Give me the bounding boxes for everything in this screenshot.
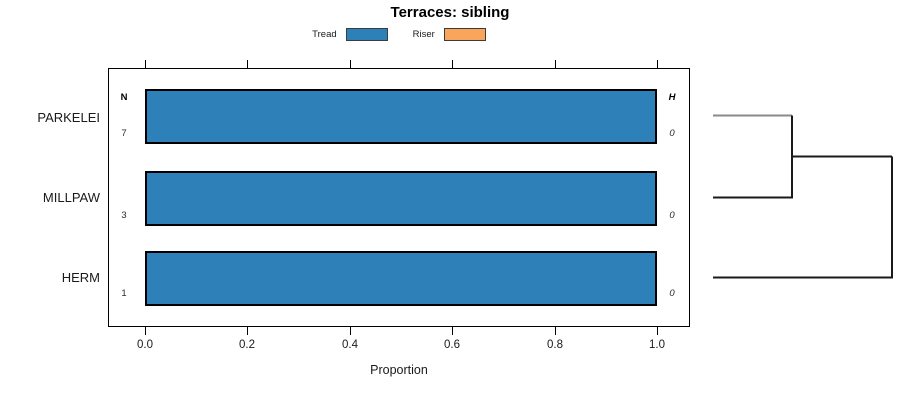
x-axis-tick-top (657, 60, 658, 68)
bar-tread-millpaw (145, 171, 657, 226)
legend-item-riser: Riser (412, 27, 486, 41)
n-value-millpaw: 3 (121, 210, 127, 221)
legend: Tread Riser (108, 26, 690, 42)
legend-label-riser: Riser (412, 28, 435, 40)
legend-swatch-riser (443, 27, 486, 41)
h-value-millpaw: 0 (669, 210, 675, 221)
x-axis-tick-bottom (350, 327, 351, 335)
x-axis-tick-bottom (247, 327, 248, 335)
x-tick-label: 0.8 (547, 339, 563, 351)
legend-item-tread: Tread (312, 27, 388, 41)
x-tick-label: 0.0 (137, 339, 153, 351)
n-column-header: N (120, 92, 128, 103)
legend-swatch-tread (345, 27, 388, 41)
x-axis-tick-top (350, 60, 351, 68)
h-column-header: H (668, 92, 676, 103)
x-axis-title: Proportion (370, 363, 428, 377)
x-axis-tick-top (555, 60, 556, 68)
legend-label-tread: Tread (312, 28, 337, 40)
x-axis-tick-bottom (452, 327, 453, 335)
bar-tread-herm (145, 251, 657, 306)
x-axis-tick-top (452, 60, 453, 68)
x-tick-label: 0.2 (239, 339, 255, 351)
category-label-millpaw: MILLPAW (42, 190, 100, 205)
x-tick-label: 0.4 (342, 339, 358, 351)
x-axis-tick-bottom (145, 327, 146, 335)
x-axis-tick-bottom (555, 327, 556, 335)
x-axis-tick-bottom (657, 327, 658, 335)
category-label-parkelei: PARKELEI (37, 110, 100, 125)
h-value-herm: 0 (669, 288, 675, 299)
x-tick-label: 1.0 (649, 339, 665, 351)
x-tick-label: 0.6 (444, 339, 460, 351)
x-axis-tick-top (247, 60, 248, 68)
n-value-parkelei: 7 (121, 128, 127, 139)
x-axis-tick-top (145, 60, 146, 68)
category-label-herm: HERM (61, 270, 100, 285)
chart-title: Terraces: sibling (390, 4, 510, 21)
n-value-herm: 1 (121, 288, 127, 299)
plot-area: N 7 3 1 H 0 0 0 (108, 68, 690, 327)
h-value-parkelei: 0 (669, 128, 675, 139)
dendrogram (713, 114, 893, 279)
bar-tread-parkelei (145, 89, 657, 144)
